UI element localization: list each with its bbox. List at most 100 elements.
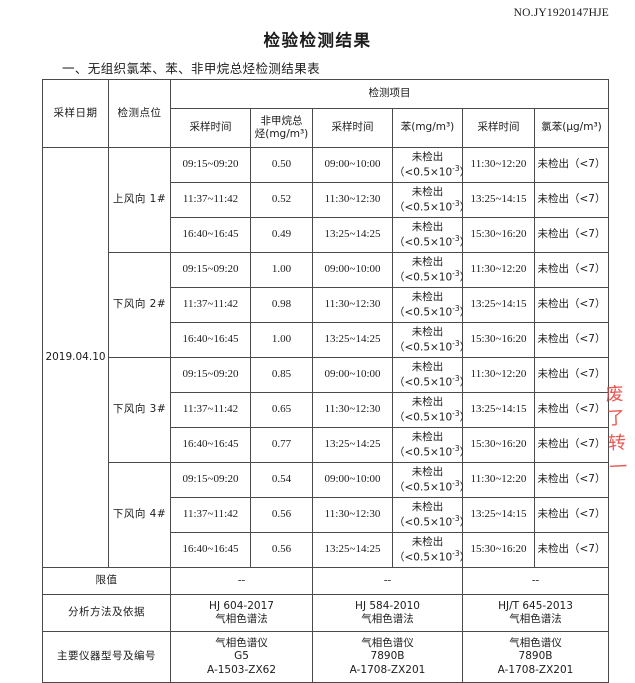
cell-nmhc-value: 0.65 (250, 392, 313, 428)
instr-nmhc-type: 气相色谱仪 (215, 637, 268, 650)
cell-sampling-time-3: 15:30~16:20 (462, 532, 535, 568)
cell-sampling-time-2: 13:25~14:25 (312, 427, 393, 463)
benzene-nd-detail: （<0.5×10-3） (394, 338, 471, 354)
cell-benzene-value: 未检出 （<0.5×10-3） (392, 217, 470, 253)
cell-monitor-point: 上风向 1# (108, 147, 171, 253)
method-nmhc-standard: HJ 604-2017 (209, 599, 274, 612)
cell-monitor-point: 下风向 2# (108, 252, 171, 358)
instrument-benzene: 气相色谱仪 7890B A-1708-ZX201 (312, 631, 463, 683)
benzene-nd-detail: （<0.5×10-3） (394, 268, 471, 284)
benzene-nd-detail: （<0.5×10-3） (394, 478, 471, 494)
cell-sampling-time-3: 15:30~16:20 (462, 322, 535, 358)
limit-nmhc: -- (170, 567, 313, 595)
header-nmhc-line2: 烃(mg/m³) (254, 128, 309, 140)
benzene-nd-label: 未检出 (411, 150, 444, 163)
benzene-nd-label: 未检出 (411, 430, 444, 443)
annotation-char-4: 一 (608, 456, 627, 479)
table-row: 16:40~16:45 0.77 13:25~14:25 未检出 （<0.5×1… (43, 427, 609, 463)
table-row: 11:37~11:42 0.98 11:30~12:30 未检出 （<0.5×1… (43, 287, 609, 323)
cell-benzene-value: 未检出 （<0.5×10-3） (392, 147, 470, 183)
header-sampling-date: 采样日期 (42, 79, 109, 148)
cell-sampling-time-1: 11:37~11:42 (170, 392, 251, 428)
cell-sampling-time-2: 13:25~14:25 (312, 217, 393, 253)
cell-sampling-time-3: 15:30~16:20 (462, 427, 535, 463)
table-row: 11:37~11:42 0.65 11:30~12:30 未检出 （<0.5×1… (43, 392, 609, 428)
instr-cb-model: 7890B (518, 650, 553, 663)
table-row: 下风向 3# 09:15~09:20 0.85 09:00~10:00 未检出 … (43, 357, 609, 463)
method-cb-name: 气相色谱法 (509, 613, 562, 625)
cell-chlorobenzene-value: 未检出（<7） (534, 287, 609, 323)
cell-benzene-value: 未检出 （<0.5×10-3） (392, 322, 471, 358)
cell-nmhc-value: 0.52 (250, 182, 313, 218)
cell-sampling-time-2: 11:30~12:30 (312, 287, 393, 323)
method-row: 分析方法及依据 HJ 604-2017 气相色谱法 HJ 584-2010 气相… (42, 594, 609, 632)
cell-sampling-time-1: 11:37~11:42 (170, 497, 251, 533)
method-benzene-standard: HJ 584-2010 (355, 599, 420, 612)
benzene-nd-label: 未检出 (411, 500, 444, 513)
cell-chlorobenzene-value: 未检出（<7） (534, 532, 609, 568)
cell-sampling-time-1: 16:40~16:45 (170, 217, 251, 253)
benzene-nd-detail: （<0.5×10-3） (394, 443, 471, 459)
cell-benzene-value: 未检出 （<0.5×10-3） (392, 287, 470, 323)
cell-chlorobenzene-value: 未检出（<7） (534, 497, 609, 533)
cell-nmhc-value: 0.50 (250, 147, 313, 183)
cell-sampling-time-1: 09:15~09:20 (170, 252, 251, 288)
cell-chlorobenzene-value: 未检出（<7） (534, 427, 609, 463)
cell-sampling-time-2: 09:00~10:00 (312, 147, 393, 183)
cell-sampling-time-2: 13:25~14:25 (312, 532, 393, 568)
benzene-nd-detail: （<0.5×10-3） (394, 408, 471, 424)
instr-nmhc-model: G5 (234, 650, 249, 663)
cell-sampling-time-3: 15:30~16:20 (462, 217, 535, 253)
cell-sampling-time-2: 13:25~14:25 (312, 322, 393, 358)
instr-benzene-type: 气相色谱仪 (361, 637, 414, 650)
table-row: 2019.04.10 上风向 1# 09:15~09:20 0.50 09:00… (42, 147, 609, 568)
method-cb-standard: HJ/T 645-2013 (498, 599, 573, 612)
instr-benzene-model: 7890B (370, 650, 405, 663)
cell-nmhc-value: 0.56 (250, 532, 313, 568)
cell-sampling-time-3: 11:30~12:20 (462, 357, 535, 393)
method-nmhc-name: 气相色谱法 (215, 613, 268, 625)
header-benzene: 苯(mg/m³) (392, 108, 463, 148)
cell-nmhc-value: 0.77 (250, 427, 313, 463)
limit-row: 限值 -- -- -- (42, 567, 609, 595)
instrument-chlorobenzene: 气相色谱仪 7890B A-1708-ZX201 (462, 631, 609, 683)
benzene-nd-label: 未检出 (411, 535, 444, 548)
cell-sampling-time-1: 09:15~09:20 (170, 462, 251, 498)
cell-chlorobenzene-value: 未检出（<7） (534, 392, 609, 428)
limit-label: 限值 (42, 567, 171, 595)
cell-sampling-time-3: 13:25~14:15 (462, 287, 535, 323)
cell-nmhc-value: 0.98 (250, 287, 313, 323)
table-row: 11:37~11:42 0.56 11:30~12:30 未检出 （<0.5×1… (43, 497, 609, 533)
benzene-nd-detail: （<0.5×10-3） (394, 548, 471, 564)
benzene-nd-detail: （<0.5×10-3） (394, 513, 471, 529)
cell-sampling-time-2: 11:30~12:30 (312, 182, 393, 218)
cell-benzene-value: 未检出 （<0.5×10-3） (392, 462, 471, 498)
benzene-nd-label: 未检出 (411, 290, 444, 303)
cell-chlorobenzene-value: 未检出（<7） (534, 147, 609, 183)
cell-chlorobenzene-value: 未检出（<7） (534, 462, 609, 498)
cell-nmhc-value: 0.56 (250, 497, 313, 533)
table-row: 16:40~16:45 1.00 13:25~14:25 未检出 （<0.5×1… (43, 322, 609, 358)
method-benzene: HJ 584-2010 气相色谱法 (312, 594, 463, 632)
cell-nmhc-value: 0.85 (250, 357, 313, 393)
cell-benzene-value: 未检出 （<0.5×10-3） (392, 532, 471, 568)
header-chlorobenzene: 氯苯(μg/m³) (534, 108, 609, 148)
instr-benzene-serial: A-1708-ZX201 (349, 663, 426, 676)
instrument-nmhc: 气相色谱仪 G5 A-1503-ZX62 (170, 631, 313, 683)
benzene-nd-label: 未检出 (411, 220, 444, 233)
cell-sampling-time-3: 13:25~14:15 (462, 392, 535, 428)
cell-sampling-date: 2019.04.10 (42, 147, 109, 568)
cell-nmhc-value: 1.00 (250, 322, 313, 358)
cell-monitor-point: 下风向 3# (108, 357, 171, 463)
table-header: 采样日期 检测点位 检测项目 采样时间 非甲烷总 烃(mg/m³) 采样时间 苯… (42, 79, 609, 148)
benzene-nd-label: 未检出 (411, 360, 444, 373)
method-label: 分析方法及依据 (42, 594, 171, 632)
method-chlorobenzene: HJ/T 645-2013 气相色谱法 (462, 594, 609, 632)
header-sampling-time-3: 采样时间 (462, 108, 535, 148)
benzene-nd-label: 未检出 (411, 255, 444, 268)
table-row: 下风向 2# 09:15~09:20 1.00 09:00~10:00 未检出 … (43, 252, 609, 358)
table-row: 16:40~16:45 0.56 13:25~14:25 未检出 （<0.5×1… (43, 532, 609, 568)
header-test-items: 检测项目 (170, 79, 609, 109)
cell-chlorobenzene-value: 未检出（<7） (534, 217, 609, 253)
cell-sampling-time-3: 13:25~14:15 (462, 182, 535, 218)
